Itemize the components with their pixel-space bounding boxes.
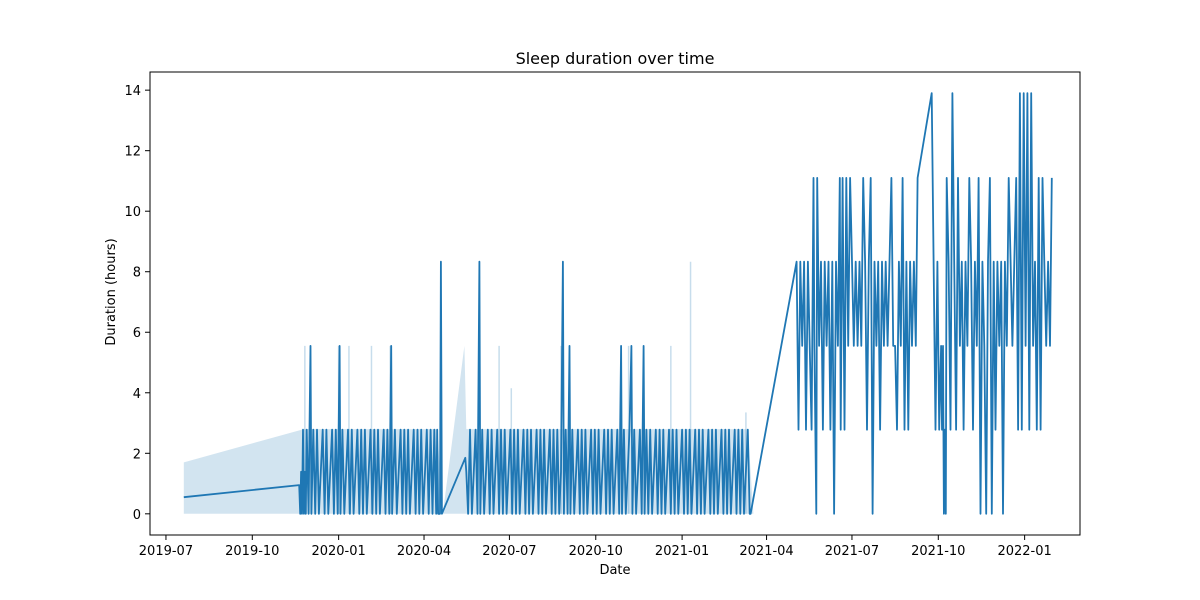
x-tick-label-7: 2021-04	[739, 544, 793, 559]
x-tick-label-9: 2021-10	[911, 544, 965, 559]
x-tick-label-2: 2020-01	[311, 544, 365, 559]
x-tick-label-8: 2021-07	[825, 544, 879, 559]
y-axis-label: Duration (hours)	[104, 238, 119, 345]
x-tick-label-6: 2021-01	[655, 544, 709, 559]
x-tick-label-1: 2019-10	[225, 544, 279, 559]
y-tick-label-6: 12	[124, 145, 141, 160]
y-tick-label-5: 10	[124, 205, 141, 220]
chart-title: Sleep duration over time	[516, 49, 715, 68]
y-tick-label-7: 14	[124, 84, 141, 99]
x-tick-label-0: 2019-07	[139, 544, 193, 559]
y-tick-label-3: 6	[133, 326, 141, 341]
series-line-layer	[183, 92, 1053, 515]
y-tick-label-0: 0	[133, 508, 141, 523]
x-tick-label-5: 2020-10	[569, 544, 623, 559]
y-tick-label-4: 8	[133, 266, 141, 281]
series-line-0	[183, 92, 1053, 515]
x-axis-label: Date	[599, 563, 630, 578]
x-tick-label-3: 2020-04	[397, 544, 451, 559]
x-tick-label-4: 2020-07	[482, 544, 536, 559]
y-tick-label-1: 2	[133, 447, 141, 462]
y-tick-label-2: 4	[133, 387, 141, 402]
plot-frame	[149, 71, 1081, 536]
axes: 2019-07 2019-10 2020-01 2020-04 2020-07 2020-…	[124, 71, 1081, 559]
x-tick-label-10: 2022-01	[997, 544, 1051, 559]
